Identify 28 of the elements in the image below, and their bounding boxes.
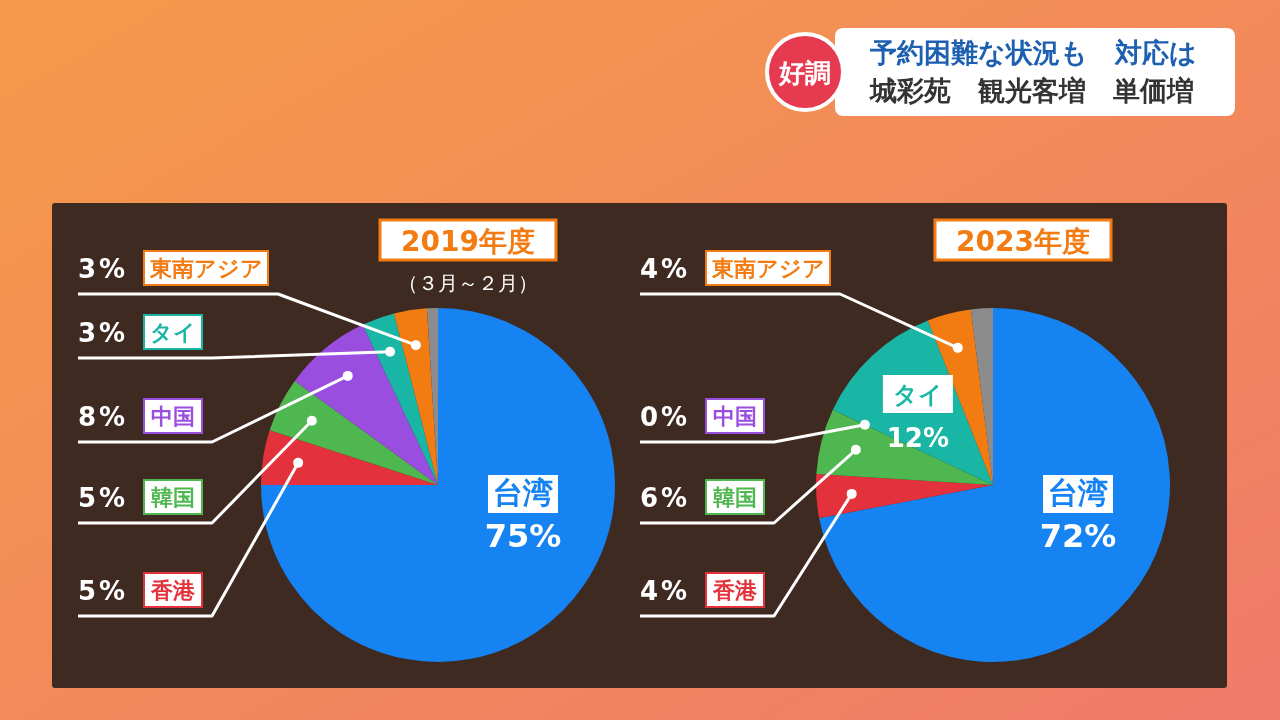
slice-label: 東南アジア — [148, 256, 263, 281]
slice-label: 香港 — [712, 578, 758, 603]
data-label: 4% — [640, 254, 691, 284]
data-label: 75% — [484, 517, 562, 555]
text: 0% — [640, 402, 691, 432]
slice-label: 韓国 — [713, 485, 757, 510]
data-label: 3% — [78, 254, 129, 284]
slice-label: 韓国 — [151, 485, 195, 510]
data-label: 5% — [78, 483, 129, 513]
slice-label: タイ — [892, 381, 943, 409]
chart-title: 2019年度 — [401, 225, 535, 258]
slice-label: 台湾 — [1048, 475, 1108, 510]
category-label: 中国 — [713, 404, 757, 429]
slice-label: 台湾 — [493, 475, 553, 510]
data-label: 6% — [640, 483, 691, 513]
text: （３月～２月） — [398, 271, 538, 295]
slice-label: 香港 — [150, 578, 196, 603]
data-label: 5% — [78, 576, 129, 606]
data-label: 3% — [78, 318, 129, 348]
slice-label: 東南アジア — [710, 256, 825, 281]
chart-title: 2023年度 — [956, 225, 1090, 258]
data-label: 8% — [78, 402, 129, 432]
data-label: 4% — [640, 576, 691, 606]
slice-label: 中国 — [151, 404, 195, 429]
data-label: 72% — [1039, 517, 1117, 555]
header: 好調 予約困難な状況も 対応は 城彩苑 観光客増 単価増 — [765, 28, 1235, 116]
slice-label: タイ — [150, 320, 196, 345]
data-label: 12% — [886, 423, 949, 453]
